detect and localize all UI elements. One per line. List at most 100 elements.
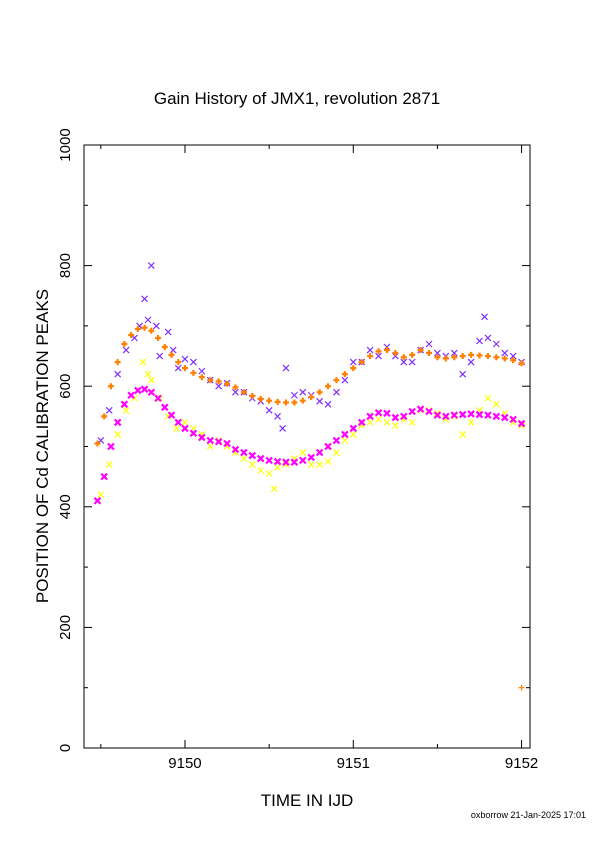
data-point: [375, 352, 382, 360]
series-outlier: [518, 684, 525, 691]
series-raw-upper: [97, 262, 526, 444]
data-point: [476, 337, 483, 345]
data-point: [139, 358, 147, 366]
data-point: [434, 409, 441, 417]
data-point: [434, 354, 441, 361]
data-point: [134, 386, 142, 395]
data-point: [155, 334, 162, 341]
data-point: [114, 359, 121, 366]
data-point: [383, 347, 390, 354]
data-point: [392, 350, 399, 357]
data-point: [367, 353, 374, 360]
y-tick-label: 400: [57, 494, 74, 519]
data-point: [189, 429, 198, 438]
data-point: [266, 397, 273, 404]
data-point: [475, 410, 484, 419]
data-point: [198, 374, 205, 381]
data-point: [349, 424, 358, 433]
data-point: [459, 370, 467, 378]
data-point: [468, 351, 475, 358]
data-point: [282, 399, 289, 406]
data-point: [198, 367, 206, 375]
data-point: [357, 418, 366, 427]
data-point: [274, 412, 281, 420]
data-point: [341, 376, 349, 384]
data-point: [265, 456, 273, 465]
data-point: [509, 352, 517, 360]
series-fit-upper: [94, 324, 525, 447]
data-point: [426, 350, 433, 357]
axis-tick-labels: 0 200 400 600 800 1000 9150 9151 9152: [57, 128, 538, 772]
data-point: [128, 331, 135, 338]
data-point: [127, 391, 135, 400]
data-point: [518, 421, 526, 429]
data-point: [492, 412, 501, 421]
data-point: [399, 412, 408, 421]
data-point: [274, 398, 281, 405]
data-point: [101, 413, 108, 420]
data-point: [94, 440, 101, 447]
data-point: [181, 365, 188, 372]
data-point: [273, 457, 282, 466]
data-point: [458, 410, 467, 419]
data-point: [333, 449, 340, 456]
data-point: [307, 453, 315, 462]
data-point: [248, 451, 257, 460]
data-point: [299, 388, 307, 396]
y-tick-label: 1000: [57, 128, 74, 161]
data-point: [154, 394, 162, 403]
data-point: [265, 406, 273, 414]
data-point: [114, 370, 122, 378]
data-point: [189, 358, 197, 366]
data-point: [417, 347, 424, 354]
data-point: [324, 442, 332, 451]
data-point: [173, 424, 180, 432]
data-point: [391, 421, 399, 429]
data-point: [518, 360, 525, 367]
data-point: [408, 418, 416, 426]
data-point: [141, 324, 148, 331]
data-point: [341, 371, 348, 378]
data-point: [383, 409, 391, 418]
data-point: [299, 456, 307, 465]
data-point: [467, 410, 475, 418]
data-point: [174, 418, 183, 427]
data-point: [232, 388, 239, 396]
data-point: [290, 458, 299, 466]
plot-frame: [83, 144, 531, 749]
data-point: [501, 349, 509, 357]
data-point: [400, 354, 407, 361]
data-point: [383, 418, 391, 426]
data-point: [341, 437, 349, 444]
data-point: [282, 461, 290, 469]
data-point: [316, 397, 324, 405]
data-point: [366, 418, 374, 426]
data-point: [206, 436, 215, 445]
x-tick-label: 9151: [337, 755, 370, 772]
data-point: [325, 383, 332, 390]
data-point: [232, 384, 239, 391]
data-point: [450, 411, 459, 419]
data-point: [332, 436, 341, 445]
data-point: [400, 358, 408, 366]
data-point: [114, 431, 122, 438]
data-point: [107, 383, 114, 390]
data-point: [107, 442, 115, 451]
data-point: [248, 461, 256, 469]
data-point: [215, 378, 222, 385]
data-point: [517, 419, 526, 428]
data-point: [324, 400, 332, 408]
data-point: [509, 415, 517, 424]
data-point: [240, 448, 248, 457]
data-point: [161, 403, 169, 412]
footer-credit: oxborrow 21-Jan-2025 17:01: [471, 810, 586, 820]
data-marks: [93, 262, 526, 691]
data-point: [134, 325, 141, 332]
data-point: [484, 334, 492, 342]
data-point: [93, 496, 102, 505]
data-point: [161, 344, 168, 351]
data-point: [181, 418, 189, 426]
y-tick-label: 800: [57, 253, 74, 278]
data-point: [374, 408, 383, 417]
